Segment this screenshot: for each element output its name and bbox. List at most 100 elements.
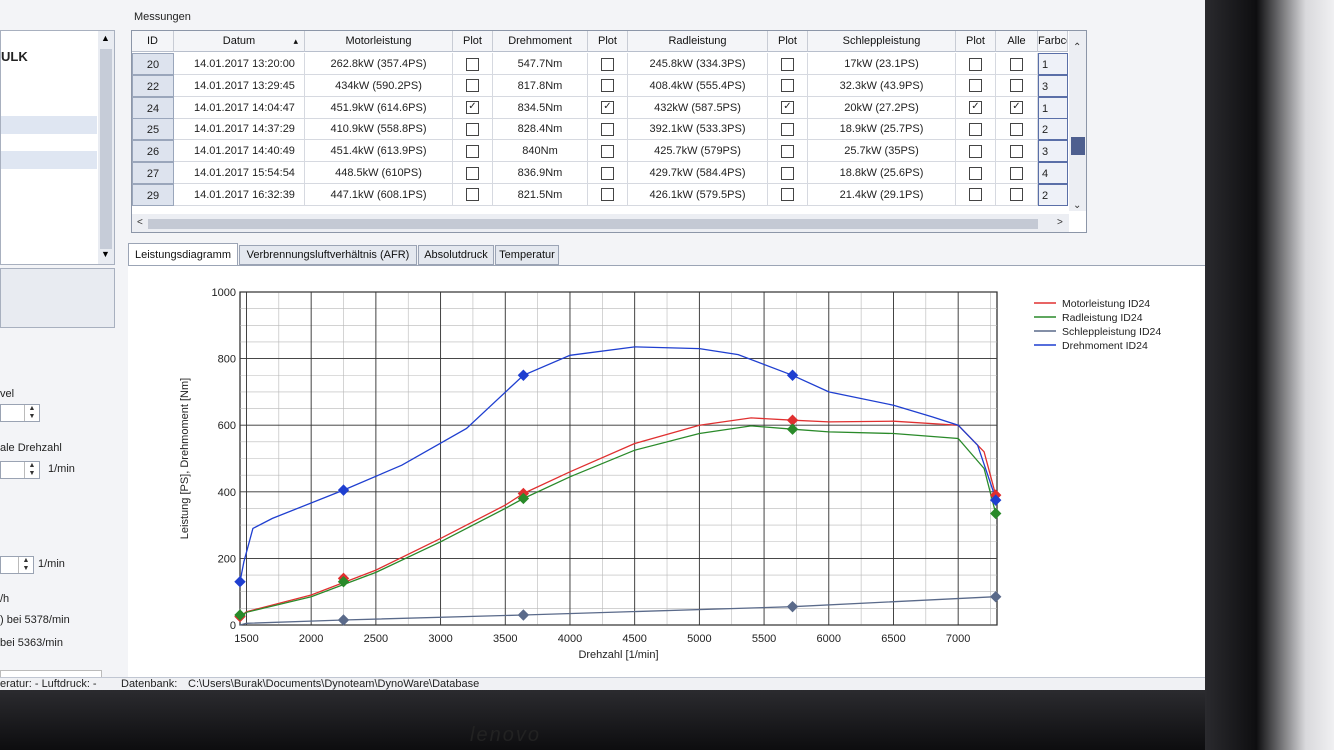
level-spinner[interactable]: ▲ ▼ xyxy=(0,404,40,422)
plot-checkbox[interactable] xyxy=(466,166,479,180)
chevron-left-icon[interactable]: < xyxy=(137,217,143,228)
grid-scroll-thumb[interactable] xyxy=(1071,137,1085,155)
cell-color[interactable]: 4 xyxy=(1038,162,1068,184)
cell-torque-plot[interactable] xyxy=(588,53,628,75)
column-header-id[interactable]: ID xyxy=(132,31,174,52)
vehicle-list[interactable]: ULK ▲ ▼ xyxy=(0,30,115,265)
plot-checkbox[interactable] xyxy=(969,144,982,158)
cell-torque-plot[interactable] xyxy=(588,183,628,206)
plot-checkbox[interactable] xyxy=(969,166,982,180)
cell-wheel-plot[interactable] xyxy=(768,140,808,163)
row-id-cell[interactable]: 26 xyxy=(132,140,174,163)
plot-checkbox[interactable] xyxy=(466,57,479,71)
cell-drag-plot[interactable] xyxy=(956,53,996,75)
cell-color[interactable]: 1 xyxy=(1038,53,1068,75)
column-header-drag-plot[interactable]: Plot xyxy=(956,31,996,52)
cell-motor-plot[interactable] xyxy=(453,74,493,97)
plot-checkbox[interactable] xyxy=(466,144,479,158)
vehicle-list-item[interactable]: ULK xyxy=(1,49,28,64)
column-header-drag-power[interactable]: Schleppleistung xyxy=(808,31,956,52)
row-id-cell[interactable]: 20 xyxy=(132,53,174,75)
vehicle-list-scrollbar[interactable]: ▲ ▼ xyxy=(98,31,114,264)
cell-motor-plot[interactable]: ✓ xyxy=(453,96,493,119)
vehicle-list-row[interactable] xyxy=(1,151,97,169)
column-header-wheel-power[interactable]: Radleistung xyxy=(628,31,768,52)
cell-all[interactable] xyxy=(996,118,1038,141)
row-id-cell[interactable]: 29 xyxy=(132,183,174,206)
cell-drag-plot[interactable] xyxy=(956,183,996,206)
plot-checkbox[interactable] xyxy=(466,122,479,136)
tab-absolutdruck[interactable]: Absolutdruck xyxy=(418,245,494,265)
column-header-torque[interactable]: Drehmoment xyxy=(493,31,588,52)
chevron-up-icon[interactable]: ⌃ xyxy=(1073,42,1082,53)
plot-checkbox[interactable] xyxy=(1010,144,1023,158)
plot-checkbox[interactable] xyxy=(969,188,982,202)
plot-checkbox[interactable]: ✓ xyxy=(781,101,794,115)
rpm-spinner[interactable]: ▲ ▼ xyxy=(0,556,34,574)
plot-checkbox[interactable] xyxy=(781,144,794,158)
cell-color[interactable]: 1 xyxy=(1038,96,1068,119)
column-header-color[interactable]: Farbco xyxy=(1038,31,1068,52)
plot-checkbox[interactable] xyxy=(781,57,794,71)
plot-checkbox[interactable] xyxy=(601,188,614,202)
column-header-motor-plot[interactable]: Plot xyxy=(453,31,493,52)
plot-checkbox[interactable] xyxy=(781,79,794,93)
row-id-cell[interactable]: 27 xyxy=(132,162,174,184)
vehicle-list-row-selected[interactable] xyxy=(1,116,97,134)
column-header-date[interactable]: Datum ▴ xyxy=(174,31,305,52)
plot-checkbox[interactable] xyxy=(1010,188,1023,202)
plot-checkbox[interactable]: ✓ xyxy=(466,101,479,115)
cell-color[interactable]: 2 xyxy=(1038,118,1068,141)
plot-checkbox[interactable] xyxy=(601,122,614,136)
plot-checkbox[interactable] xyxy=(466,188,479,202)
cell-color[interactable]: 2 xyxy=(1038,183,1068,206)
plot-checkbox[interactable] xyxy=(969,57,982,71)
cell-torque-plot[interactable] xyxy=(588,140,628,163)
cell-drag-plot[interactable] xyxy=(956,118,996,141)
chevron-down-icon[interactable]: ⌄ xyxy=(1073,200,1082,211)
max-rpm-spinner[interactable]: ▲ ▼ xyxy=(0,461,40,479)
plot-checkbox[interactable] xyxy=(1010,122,1023,136)
tab-temperatur[interactable]: Temperatur xyxy=(495,245,559,265)
cell-all[interactable] xyxy=(996,53,1038,75)
chevron-up-icon[interactable]: ▲ xyxy=(101,33,110,43)
cell-motor-plot[interactable] xyxy=(453,53,493,75)
column-header-wheel-plot[interactable]: Plot xyxy=(768,31,808,52)
cell-motor-plot[interactable] xyxy=(453,118,493,141)
plot-checkbox[interactable] xyxy=(466,79,479,93)
cell-all[interactable] xyxy=(996,183,1038,206)
measurements-grid[interactable]: ID Datum ▴ Motorleistung Plot Drehmoment Plot… xyxy=(131,30,1087,233)
scroll-thumb[interactable] xyxy=(100,49,112,249)
cell-torque-plot[interactable] xyxy=(588,162,628,184)
cell-all[interactable] xyxy=(996,74,1038,97)
cell-torque-plot[interactable]: ✓ xyxy=(588,96,628,119)
plot-checkbox[interactable] xyxy=(969,122,982,136)
row-id-cell[interactable]: 25 xyxy=(132,118,174,141)
cell-motor-plot[interactable] xyxy=(453,183,493,206)
spinner-arrows-icon[interactable]: ▲ ▼ xyxy=(18,557,33,573)
cell-wheel-plot[interactable] xyxy=(768,53,808,75)
grid-hscroll-thumb[interactable] xyxy=(148,219,1038,229)
spinner-arrows-icon[interactable]: ▲ ▼ xyxy=(24,462,39,478)
cell-drag-plot[interactable] xyxy=(956,162,996,184)
cell-wheel-plot[interactable] xyxy=(768,162,808,184)
plot-checkbox[interactable] xyxy=(601,144,614,158)
chevron-down-icon[interactable]: ▼ xyxy=(101,249,110,259)
spinner-arrows-icon[interactable]: ▲ ▼ xyxy=(24,405,39,421)
plot-checkbox[interactable] xyxy=(781,188,794,202)
column-header-motor-power[interactable]: Motorleistung xyxy=(305,31,453,52)
cell-torque-plot[interactable] xyxy=(588,74,628,97)
cell-color[interactable]: 3 xyxy=(1038,74,1068,97)
tab-leistungsdiagramm[interactable]: Leistungsdiagramm xyxy=(128,243,238,265)
cell-wheel-plot[interactable] xyxy=(768,118,808,141)
plot-checkbox[interactable] xyxy=(1010,79,1023,93)
plot-checkbox[interactable] xyxy=(601,166,614,180)
cell-wheel-plot[interactable] xyxy=(768,183,808,206)
cell-all[interactable]: ✓ xyxy=(996,96,1038,119)
row-id-cell[interactable]: 24 xyxy=(132,96,174,119)
cell-drag-plot[interactable] xyxy=(956,140,996,163)
plot-checkbox[interactable] xyxy=(781,166,794,180)
plot-checkbox[interactable] xyxy=(969,79,982,93)
plot-checkbox[interactable] xyxy=(781,122,794,136)
plot-checkbox[interactable] xyxy=(1010,57,1023,71)
